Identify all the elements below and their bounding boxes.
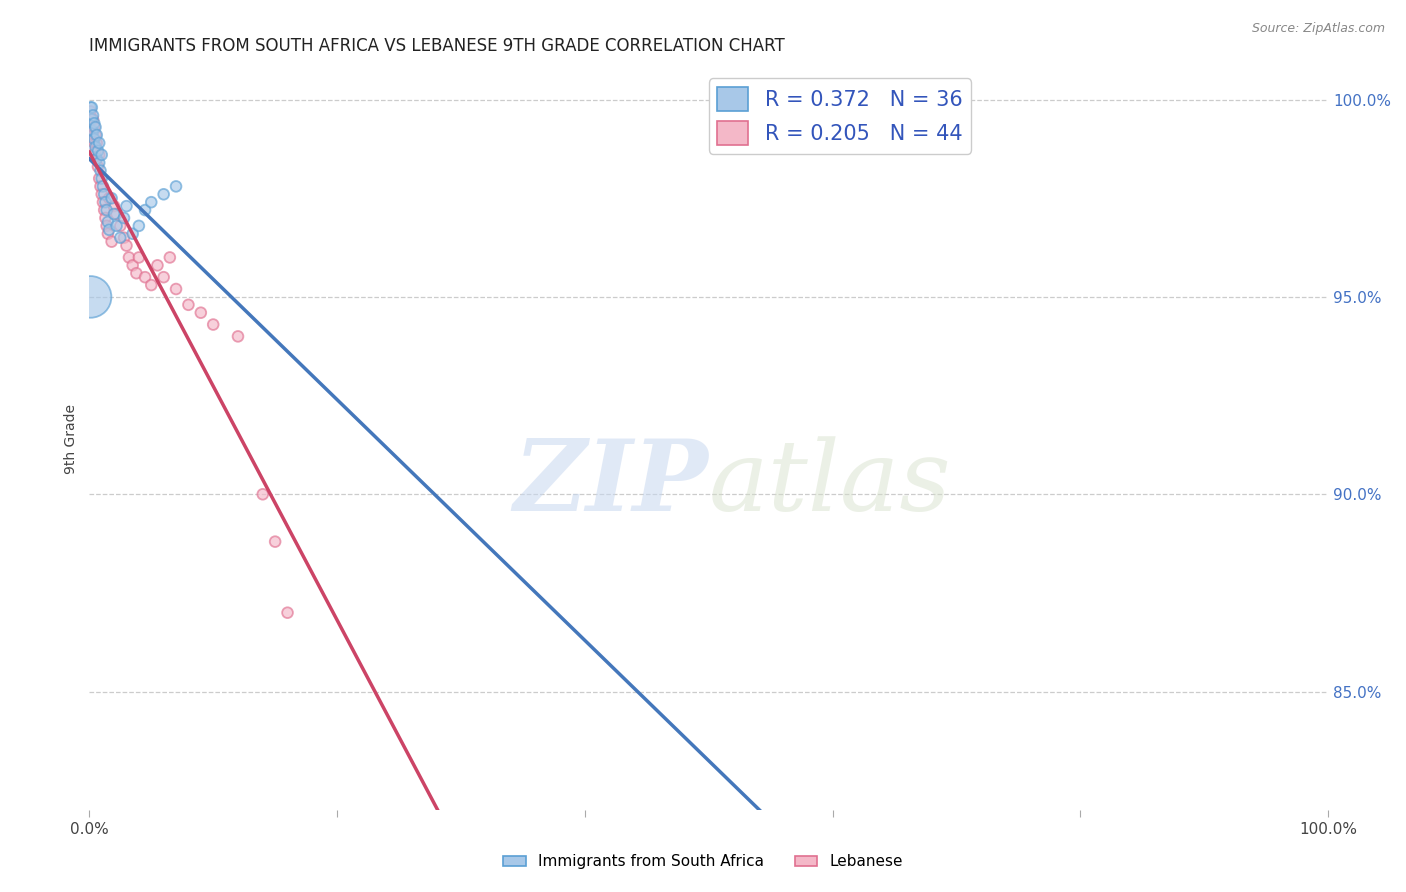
Point	[84, 120, 107, 135]
Point	[100, 191, 122, 205]
Y-axis label: 9th Grade: 9th Grade	[65, 404, 79, 474]
Point	[90, 148, 112, 162]
Point	[165, 179, 187, 194]
Point	[115, 238, 138, 252]
Point	[80, 120, 103, 135]
Text: Source: ZipAtlas.com: Source: ZipAtlas.com	[1251, 22, 1385, 36]
Point	[90, 187, 112, 202]
Point	[165, 282, 187, 296]
Point	[177, 298, 200, 312]
Text: IMMIGRANTS FROM SOUTH AFRICA VS LEBANESE 9TH GRADE CORRELATION CHART: IMMIGRANTS FROM SOUTH AFRICA VS LEBANESE…	[90, 37, 785, 55]
Point	[277, 606, 299, 620]
Point	[112, 211, 135, 225]
Point	[252, 487, 274, 501]
Point	[98, 223, 121, 237]
Point	[97, 227, 120, 241]
Legend: Immigrants from South Africa, Lebanese: Immigrants from South Africa, Lebanese	[496, 848, 910, 875]
Point	[91, 195, 114, 210]
Point	[82, 124, 104, 138]
Point	[152, 270, 174, 285]
Point	[115, 199, 138, 213]
Point	[93, 203, 115, 218]
Point	[110, 219, 132, 233]
Point	[80, 112, 103, 127]
Point	[112, 230, 135, 244]
Point	[80, 100, 103, 114]
Point	[97, 215, 120, 229]
Point	[89, 179, 111, 194]
Point	[84, 140, 107, 154]
Point	[89, 171, 111, 186]
Point	[94, 195, 117, 210]
Point	[91, 179, 114, 194]
Point	[141, 195, 163, 210]
Point	[82, 108, 104, 122]
Point	[96, 219, 118, 233]
Point	[128, 251, 150, 265]
Point	[89, 148, 111, 162]
Point	[89, 163, 111, 178]
Point	[79, 100, 101, 114]
Point	[118, 251, 141, 265]
Legend: R = 0.372   N = 36, R = 0.205   N = 44: R = 0.372 N = 36, R = 0.205 N = 44	[709, 78, 972, 153]
Point	[110, 230, 132, 244]
Point	[86, 128, 108, 142]
Point	[190, 306, 212, 320]
Point	[93, 187, 115, 202]
Point	[105, 219, 128, 233]
Point	[89, 155, 111, 169]
Point	[141, 278, 163, 293]
Point	[146, 258, 169, 272]
Point	[121, 258, 143, 272]
Point	[94, 211, 117, 225]
Point	[83, 120, 105, 135]
Point	[86, 152, 108, 166]
Point	[121, 227, 143, 241]
Text: atlas: atlas	[709, 436, 952, 531]
Point	[98, 191, 121, 205]
Point	[125, 266, 148, 280]
Point	[100, 235, 122, 249]
Point	[128, 219, 150, 233]
Point	[84, 128, 107, 142]
Text: ZIP: ZIP	[513, 435, 709, 532]
Point	[152, 187, 174, 202]
Point	[264, 534, 287, 549]
Point	[83, 136, 105, 150]
Point	[159, 251, 181, 265]
Point	[86, 136, 108, 150]
Point	[87, 144, 110, 158]
Point	[82, 128, 104, 142]
Point	[79, 104, 101, 119]
Point	[134, 203, 156, 218]
Point	[103, 207, 125, 221]
Point	[82, 112, 104, 127]
Point	[134, 270, 156, 285]
Point	[96, 203, 118, 218]
Point	[202, 318, 225, 332]
Point	[86, 152, 108, 166]
Point	[84, 144, 107, 158]
Point	[105, 207, 128, 221]
Point	[87, 160, 110, 174]
Point	[83, 116, 105, 130]
Point	[89, 136, 111, 150]
Point	[103, 199, 125, 213]
Point	[83, 132, 105, 146]
Point	[79, 290, 101, 304]
Point	[226, 329, 249, 343]
Point	[90, 171, 112, 186]
